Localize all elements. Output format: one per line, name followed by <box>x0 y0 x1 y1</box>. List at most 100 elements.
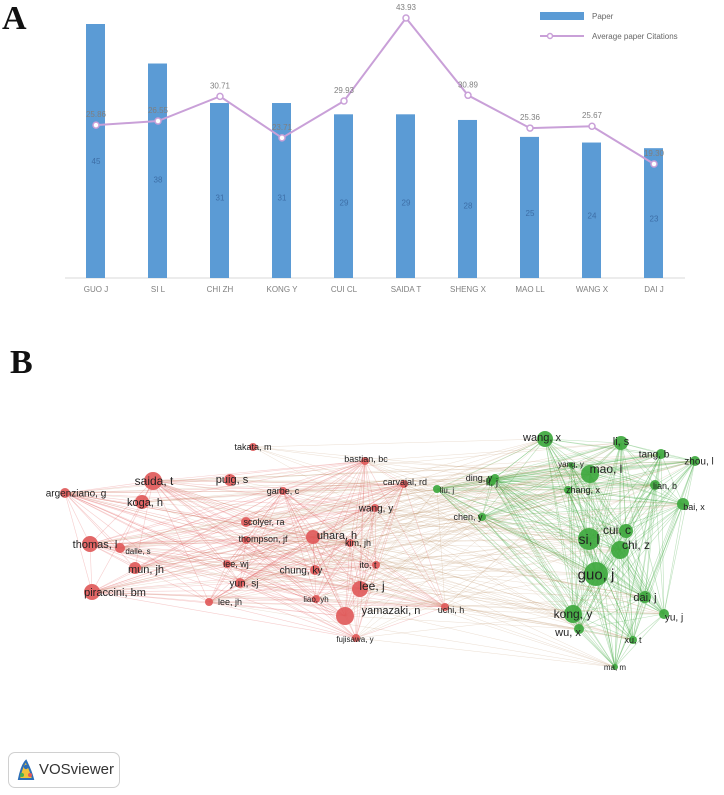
line-value-label: 29.93 <box>334 86 355 95</box>
network-edge <box>239 536 314 584</box>
network-node <box>400 480 408 488</box>
network-edge <box>436 473 591 490</box>
bar <box>520 136 539 278</box>
network-edge <box>494 477 569 491</box>
network-edge <box>152 480 346 617</box>
network-edge <box>436 488 569 491</box>
network-edge <box>490 480 665 615</box>
network-edge <box>567 442 622 491</box>
network-edge <box>315 503 684 600</box>
network-edge <box>632 613 665 641</box>
network-edge <box>282 490 446 608</box>
network-node <box>650 480 660 490</box>
network-edge <box>403 483 580 630</box>
network-edge <box>403 477 496 485</box>
network-edge <box>344 615 580 630</box>
network-edge <box>359 530 627 590</box>
network-edge <box>620 442 662 455</box>
network-edge <box>239 582 317 600</box>
vosviewer-logo-text: VOSviewer <box>39 761 115 778</box>
network-edge <box>208 564 377 603</box>
network-edge <box>89 543 316 571</box>
network-node-label: ding, y <box>466 473 493 483</box>
network-edge <box>152 480 351 544</box>
network-edge <box>141 501 590 540</box>
network-node <box>568 462 574 468</box>
network-edge <box>314 542 351 571</box>
network-edge <box>312 483 405 538</box>
network-edge <box>315 507 376 600</box>
network-edge <box>314 538 590 571</box>
network-edge <box>544 438 646 598</box>
network-node <box>224 474 236 486</box>
network-edge <box>282 490 665 615</box>
network-edge <box>570 464 590 540</box>
network-edge <box>344 542 351 617</box>
network-node-label: saida, t <box>135 474 174 488</box>
network-node-label: cui, c <box>603 523 631 537</box>
network-edge <box>374 507 597 575</box>
network-edge <box>567 464 572 491</box>
network-edge <box>614 596 646 668</box>
network-edge <box>544 438 684 505</box>
network-edge <box>89 543 616 668</box>
network-edge <box>208 483 405 603</box>
network-edge <box>91 591 210 603</box>
network-edge <box>226 484 656 565</box>
network-edge <box>567 460 696 491</box>
network-node <box>441 603 449 611</box>
network-edge <box>134 460 366 569</box>
network-edge <box>595 484 656 575</box>
network-edge <box>245 453 662 541</box>
network-edge <box>374 507 483 518</box>
network-edge <box>119 547 597 575</box>
network-edge <box>578 530 627 630</box>
network-edge <box>349 464 572 544</box>
network-edge <box>403 483 597 575</box>
network-edge <box>208 536 314 603</box>
network-node-label: ma, m <box>604 663 627 672</box>
line-point <box>588 122 596 130</box>
network-node-label: lee, wj <box>223 559 249 569</box>
network-edge <box>239 542 351 584</box>
network-edge <box>588 453 662 540</box>
network-edge <box>375 530 627 566</box>
network-edge <box>91 542 351 593</box>
network-edge <box>91 507 376 593</box>
network-edge <box>570 464 634 641</box>
network-edge <box>239 490 284 584</box>
network-edge <box>315 598 346 617</box>
network-node-label: guo, j <box>578 566 615 583</box>
network-edge <box>374 507 580 630</box>
network-edge <box>490 480 621 551</box>
network-edge <box>490 453 662 482</box>
network-node-label: lian, b <box>653 481 677 491</box>
network-edge <box>494 438 546 479</box>
network-edge <box>349 542 377 566</box>
network-edge <box>490 480 646 598</box>
network-edge <box>208 601 346 617</box>
network-node <box>619 524 633 538</box>
network-edge <box>64 492 247 541</box>
line-value-label: 30.89 <box>458 80 479 89</box>
network-node <box>352 581 368 597</box>
network-edge <box>589 473 634 641</box>
network-node <box>279 487 287 495</box>
network-edge <box>134 453 662 569</box>
network-edge <box>375 564 634 641</box>
network-edge <box>226 438 546 565</box>
network-edge <box>359 564 377 590</box>
network-edge <box>134 542 351 569</box>
network-edge <box>436 488 646 598</box>
network-edge <box>481 516 616 668</box>
network-edge <box>436 488 665 615</box>
network-edge <box>315 542 351 600</box>
network-node-label: uhara, h <box>317 530 357 542</box>
network-edge <box>119 483 405 549</box>
network-edge <box>245 539 316 571</box>
network-edge <box>619 453 662 551</box>
network-edge <box>312 536 351 544</box>
network-edge <box>544 438 656 486</box>
network-node <box>581 465 599 483</box>
network-edge <box>64 492 627 532</box>
